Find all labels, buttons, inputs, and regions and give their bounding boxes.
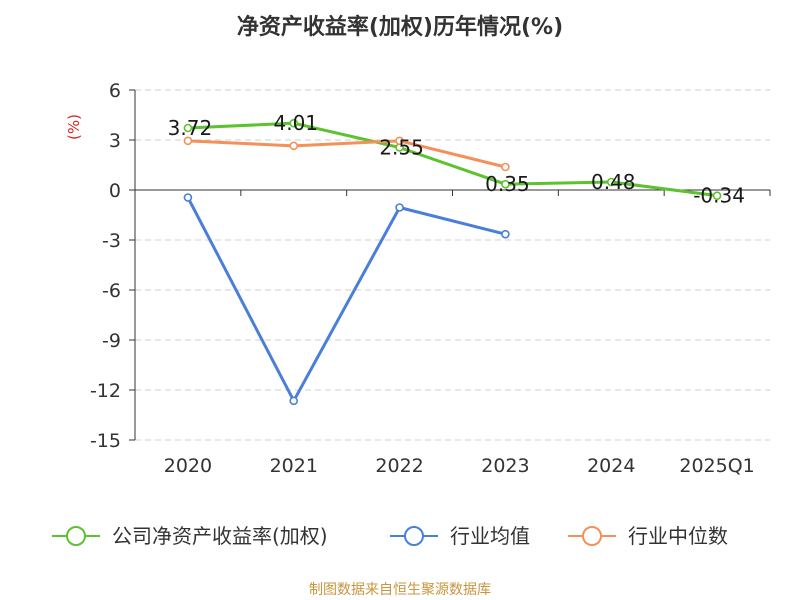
- x-tick-label-5: 2025Q1: [679, 455, 754, 477]
- series-2-point-0: [183, 136, 193, 146]
- legend: 公司净资产收益率(加权) 行业均值 行业中位数: [52, 524, 728, 548]
- chart-title: 净资产收益率(加权)历年情况(%): [237, 14, 563, 40]
- data-label-1: 4.01: [273, 111, 318, 135]
- series-1-point-2: [395, 203, 404, 212]
- x-tick-label-4: 2024: [587, 455, 635, 477]
- legend-marker-0: [66, 526, 86, 546]
- series-0-point-4: [606, 177, 616, 187]
- series-1-point-1: [289, 396, 299, 406]
- y-tick-label-5: -9: [102, 330, 121, 352]
- data-label-2: 2.55: [379, 136, 424, 160]
- data-label-4: 0.48: [591, 170, 636, 194]
- series-line-0: [187, 121, 718, 198]
- legend-label-2: 行业中位数: [628, 524, 728, 548]
- x-tick-label-2: 2022: [375, 455, 423, 477]
- data-label-3: 0.35: [485, 172, 530, 196]
- series-1-point-3: [501, 229, 510, 239]
- data-label-5: -0.34: [693, 184, 745, 208]
- series-2-point-2: [395, 136, 404, 146]
- series-0-point-1: [289, 118, 299, 128]
- x-tick-label-3: 2023: [481, 455, 529, 477]
- y-tick-label-1: 3: [109, 130, 121, 152]
- series-0-point-5: [712, 191, 722, 200]
- data-label-0: 3.72: [168, 116, 213, 140]
- series-2-point-3: [501, 162, 510, 172]
- series-2-point-1: [289, 141, 299, 151]
- y-tick-label-7: -15: [90, 430, 121, 452]
- y-tick-label-0: 6: [109, 80, 121, 102]
- series-0-point-0: [183, 123, 193, 133]
- y-tick-label-3: -3: [102, 230, 121, 252]
- y-tick-label-6: -12: [90, 380, 121, 402]
- series-0-point-3: [501, 179, 510, 189]
- data-labels: 3.72 4.01 2.55 0.35 0.48 -0.34: [168, 111, 745, 208]
- y-axis-label: (%): [65, 114, 83, 140]
- axes: 6 3 0 -3 -6 -9 -12 -15 2020 2021 2022 2023 2024 2025Q…: [90, 80, 771, 477]
- legend-label-1: 行业均值: [450, 524, 530, 548]
- series-layer: [183, 118, 722, 406]
- x-tick-label-1: 2021: [270, 455, 318, 477]
- series-1-point-0: [183, 193, 193, 202]
- y-tick-label-4: -6: [102, 280, 121, 302]
- legend-marker-2: [582, 526, 602, 546]
- source-note: 制图数据来自恒生聚源数据库: [309, 582, 491, 598]
- series-line-1: [186, 196, 506, 403]
- legend-label-0: 公司净资产收益率(加权): [112, 524, 328, 548]
- grid-lines: [135, 89, 770, 441]
- y-tick-label-2: 0: [109, 180, 121, 202]
- x-tick-label-0: 2020: [164, 455, 212, 477]
- legend-marker-1: [404, 526, 424, 546]
- series-line-2: [187, 139, 506, 169]
